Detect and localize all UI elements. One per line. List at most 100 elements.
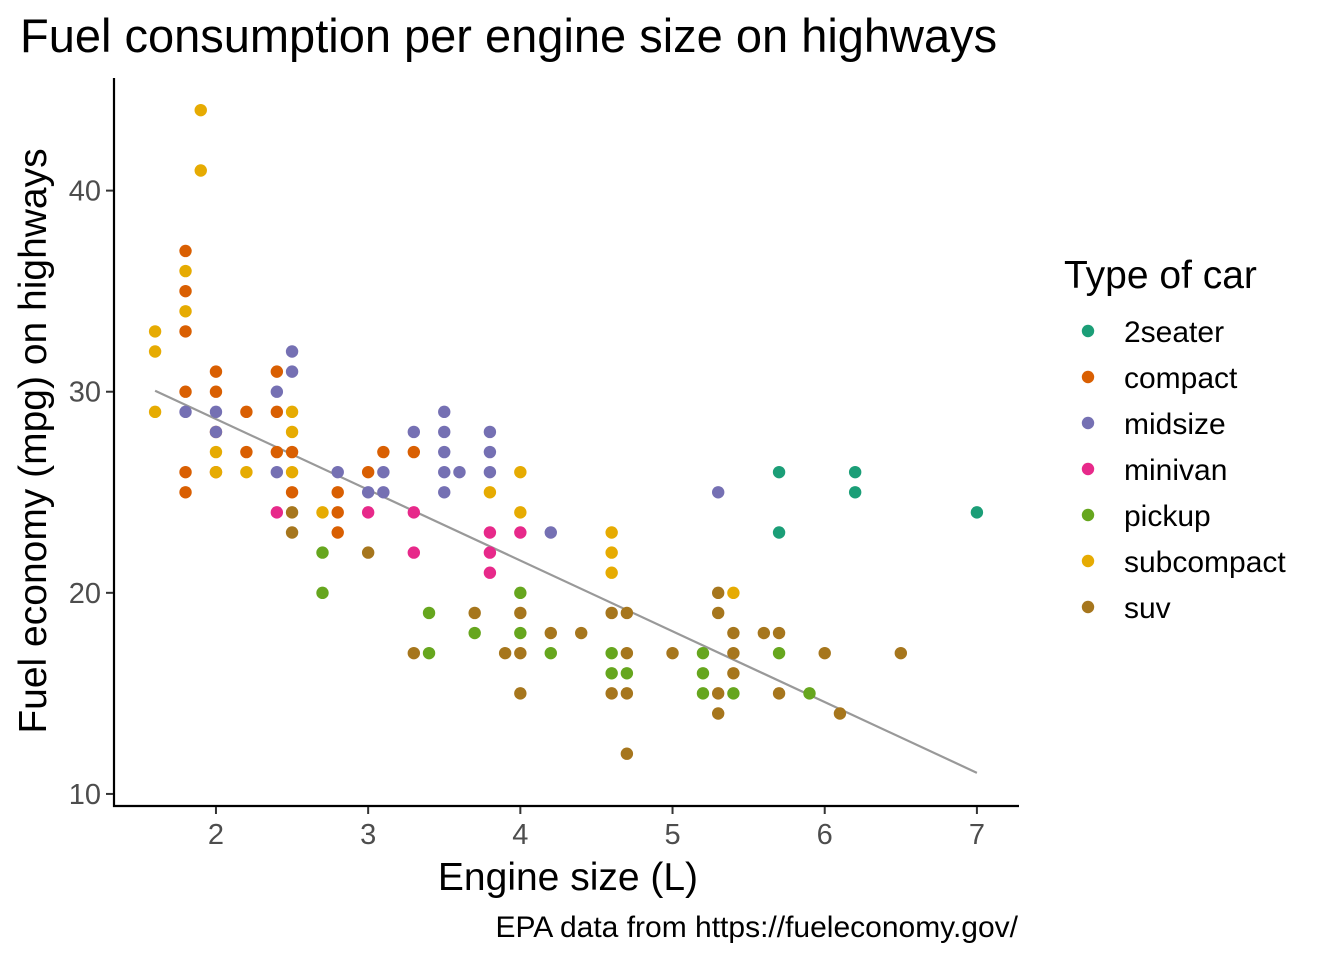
legend-item-midsize: midsize xyxy=(1081,408,1226,441)
data-point xyxy=(620,667,634,680)
x-tick-label: 3 xyxy=(360,819,376,851)
series-midsize xyxy=(179,345,725,539)
data-point xyxy=(483,546,497,559)
data-point xyxy=(361,506,375,519)
data-point xyxy=(285,445,299,459)
data-point xyxy=(605,687,618,700)
data-point xyxy=(285,526,299,539)
data-point xyxy=(620,606,634,620)
data-point xyxy=(438,445,451,459)
data-point xyxy=(483,425,497,439)
data-point xyxy=(240,465,253,479)
data-point xyxy=(179,325,192,338)
data-point xyxy=(696,667,710,680)
data-point xyxy=(285,365,299,378)
y-tick-label: 10 xyxy=(69,779,101,811)
data-point xyxy=(772,465,786,479)
data-point xyxy=(514,687,527,700)
data-point xyxy=(544,526,557,539)
data-point xyxy=(711,586,725,600)
y-tick-label: 30 xyxy=(69,377,101,409)
legend-item-pickup: pickup xyxy=(1081,500,1211,533)
data-point xyxy=(377,445,390,459)
chart-title: Fuel consumption per engine size on high… xyxy=(20,9,997,62)
data-point xyxy=(727,586,740,600)
legend-label: 2seater xyxy=(1124,316,1224,349)
data-point xyxy=(407,646,421,660)
y-axis-title: Fuel economy (mpg) on highways xyxy=(12,148,55,733)
data-point xyxy=(179,486,192,499)
data-point xyxy=(772,646,786,660)
series-suv xyxy=(285,506,908,760)
data-point xyxy=(270,506,284,519)
data-point xyxy=(483,465,497,479)
data-point xyxy=(818,646,831,660)
data-point xyxy=(803,687,816,700)
points-layer xyxy=(148,103,984,760)
legend-label: pickup xyxy=(1124,500,1211,533)
data-point xyxy=(361,486,375,499)
data-point xyxy=(514,586,527,600)
data-point xyxy=(514,526,527,539)
data-point xyxy=(727,646,740,660)
x-axis-ticks: 2 3 4 5 6 7 xyxy=(208,807,985,851)
data-point xyxy=(179,244,192,258)
data-point xyxy=(209,385,223,398)
data-point xyxy=(285,506,299,519)
x-tick-label: 7 xyxy=(969,819,985,851)
data-point xyxy=(772,526,786,539)
data-point xyxy=(209,425,223,439)
data-point xyxy=(605,526,618,539)
data-point xyxy=(270,405,284,419)
data-point xyxy=(285,425,299,439)
x-tick-label: 4 xyxy=(512,819,528,851)
data-point xyxy=(316,586,329,600)
data-point xyxy=(453,465,466,479)
data-point xyxy=(772,626,786,640)
data-point xyxy=(833,707,847,720)
data-point xyxy=(605,606,618,620)
data-point xyxy=(331,486,344,499)
data-point xyxy=(468,626,481,640)
data-point xyxy=(575,626,588,640)
legend-label: subcompact xyxy=(1124,546,1286,579)
data-point xyxy=(209,405,223,419)
data-point xyxy=(179,284,192,298)
legend-item-minivan: minivan xyxy=(1081,454,1227,487)
data-point xyxy=(468,606,481,620)
data-point xyxy=(285,486,299,499)
legend-label: midsize xyxy=(1124,408,1226,441)
data-point xyxy=(483,486,497,499)
legend-label: suv xyxy=(1124,592,1171,625)
data-point xyxy=(498,646,512,660)
data-point xyxy=(605,546,618,559)
data-point xyxy=(438,486,451,499)
legend-marker xyxy=(1081,324,1095,338)
data-point xyxy=(270,385,284,398)
data-point xyxy=(270,445,284,459)
data-point xyxy=(620,687,634,700)
data-point xyxy=(514,626,527,640)
legend-marker xyxy=(1081,508,1095,522)
data-point xyxy=(544,626,557,640)
y-axis-ticks: 10 20 30 40 xyxy=(69,176,113,811)
legend: Type of car 2seater compact midsize minivan… xyxy=(1064,254,1286,625)
data-point xyxy=(407,506,421,519)
data-point xyxy=(148,405,162,419)
data-point xyxy=(696,646,710,660)
series-compact xyxy=(179,244,421,539)
x-tick-label: 5 xyxy=(664,819,680,851)
data-point xyxy=(285,465,299,479)
data-point xyxy=(711,486,725,499)
series-2seater xyxy=(772,465,984,539)
legend-item-compact: compact xyxy=(1081,362,1238,395)
data-point xyxy=(438,405,451,419)
data-point xyxy=(970,506,984,519)
data-point xyxy=(438,425,451,439)
plot-area: 2 3 4 5 6 7 10 20 30 40 xyxy=(69,78,1019,851)
data-point xyxy=(544,646,557,660)
data-point xyxy=(194,103,207,117)
data-point xyxy=(331,506,344,519)
data-point xyxy=(605,667,618,680)
